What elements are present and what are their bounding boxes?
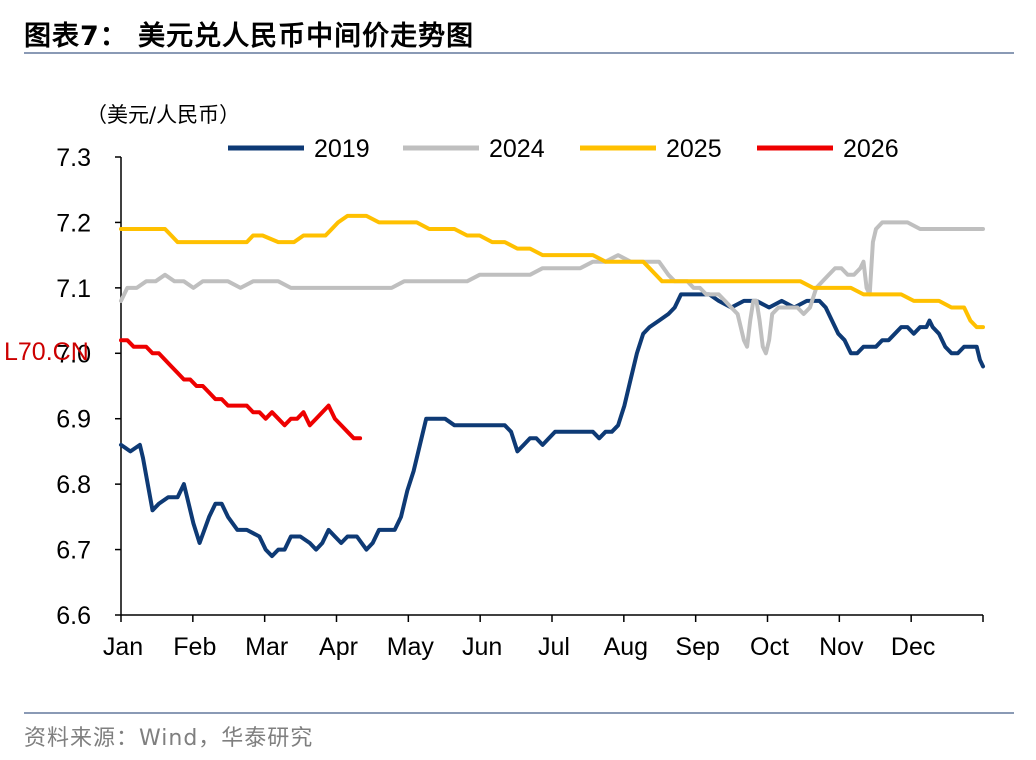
x-tick-label: Oct [750, 633, 789, 661]
legend-label-2025: 2025 [666, 135, 722, 163]
chart-title: 图表7： 美元兑人民币中间价走势图 [24, 21, 475, 52]
legend-label-2024: 2024 [489, 135, 545, 163]
title-divider [24, 52, 1014, 54]
footer-divider [24, 712, 1014, 714]
x-tick-label: Jun [462, 633, 502, 661]
x-tick-label: Dec [891, 633, 935, 661]
x-tick-label: Feb [173, 633, 216, 661]
legend-label-2019: 2019 [314, 135, 370, 163]
x-tick-label: Jul [538, 633, 570, 661]
x-tick-label: Mar [245, 633, 288, 661]
x-tick-label: Apr [319, 633, 358, 661]
x-tick-label: May [387, 633, 435, 661]
line-chart: （美元/人民币） 6.6 6.7 6.8 6.9 7.0 7.1 7.2 7.3 Jan Feb M… [4, 103, 985, 661]
y-tick-label: 7.0 [56, 340, 91, 368]
y-tick-label: 6.6 [56, 602, 91, 630]
y-tick-label: 6.7 [56, 537, 91, 565]
x-tick-label: Aug [604, 633, 648, 661]
stray-label: L70.CN [4, 338, 89, 366]
axes: 6.6 6.7 6.8 6.9 7.0 7.1 7.2 7.3 Jan Feb Mar Apr May J… [56, 144, 984, 661]
y-tick-label: 6.8 [56, 471, 91, 499]
unit-label: （美元/人民币） [86, 103, 240, 127]
x-tick-label: Nov [819, 633, 864, 661]
series-line-2025 [119, 213, 985, 330]
legend-label-2026: 2026 [843, 135, 899, 163]
legend: 2019 2024 2025 2026 [228, 135, 899, 163]
x-tick-label: Jan [103, 633, 143, 661]
y-tick-label: 7.1 [56, 275, 91, 303]
series-line-2019 [119, 292, 985, 559]
x-tick-label: Sep [675, 633, 719, 661]
series-line-2026 [119, 338, 363, 441]
y-tick-label: 7.3 [56, 144, 91, 172]
series-layer [119, 213, 985, 559]
source-note: 资料来源：Wind，华泰研究 [24, 726, 314, 751]
y-tick-label: 6.9 [56, 406, 91, 434]
y-tick-label: 7.2 [56, 209, 91, 237]
